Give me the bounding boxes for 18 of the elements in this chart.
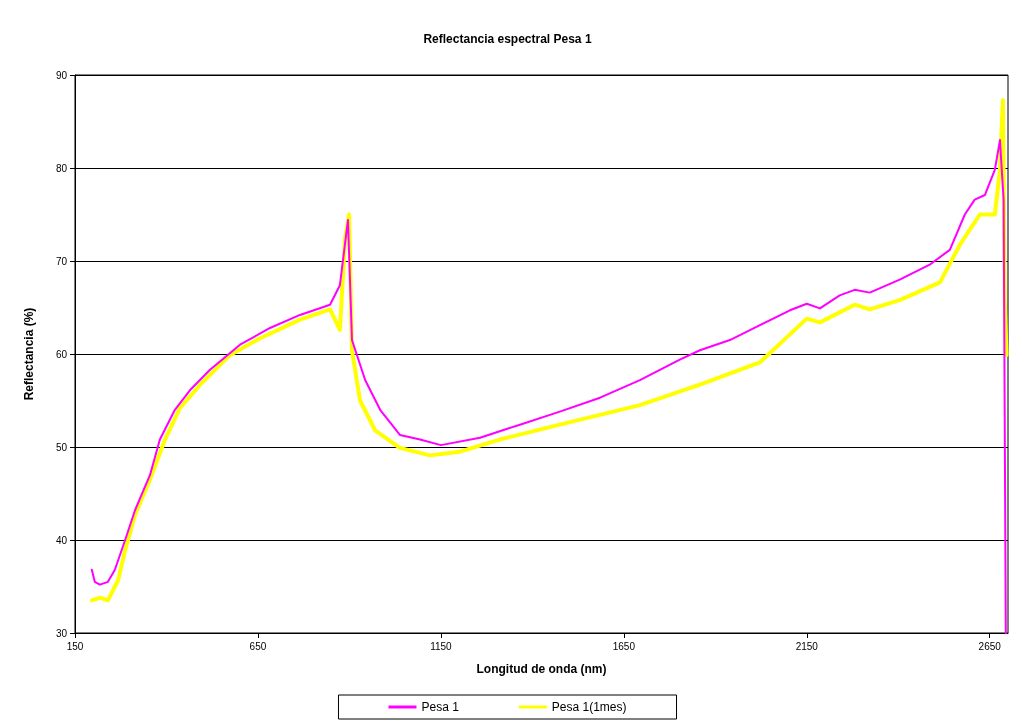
x-tick-label: 1150 xyxy=(430,640,453,652)
y-tick-label: 70 xyxy=(55,255,68,267)
y-tick-label: 30 xyxy=(55,627,68,639)
y-axis-title: Reflectancia (%) xyxy=(22,307,36,401)
y-tick-label: 80 xyxy=(55,162,68,174)
x-tick-label: 2150 xyxy=(795,640,819,652)
x-axis-title: Longitud de onda (nm) xyxy=(476,662,607,676)
legend-label: Pesa 1(1mes) xyxy=(551,700,627,714)
y-tick-label: 40 xyxy=(55,534,68,546)
x-tick-label: 150 xyxy=(66,640,84,652)
x-tick-label: 1650 xyxy=(612,640,636,652)
legend-label: Pesa 1 xyxy=(421,700,460,714)
y-tick-label: 50 xyxy=(55,441,68,453)
x-tick-label: 2650 xyxy=(978,640,1002,652)
x-tick-label: 650 xyxy=(249,640,267,652)
y-tick-label: 60 xyxy=(55,348,68,360)
chart-title: Reflectancia espectral Pesa 1 xyxy=(423,32,592,46)
y-tick-label: 90 xyxy=(55,69,68,81)
